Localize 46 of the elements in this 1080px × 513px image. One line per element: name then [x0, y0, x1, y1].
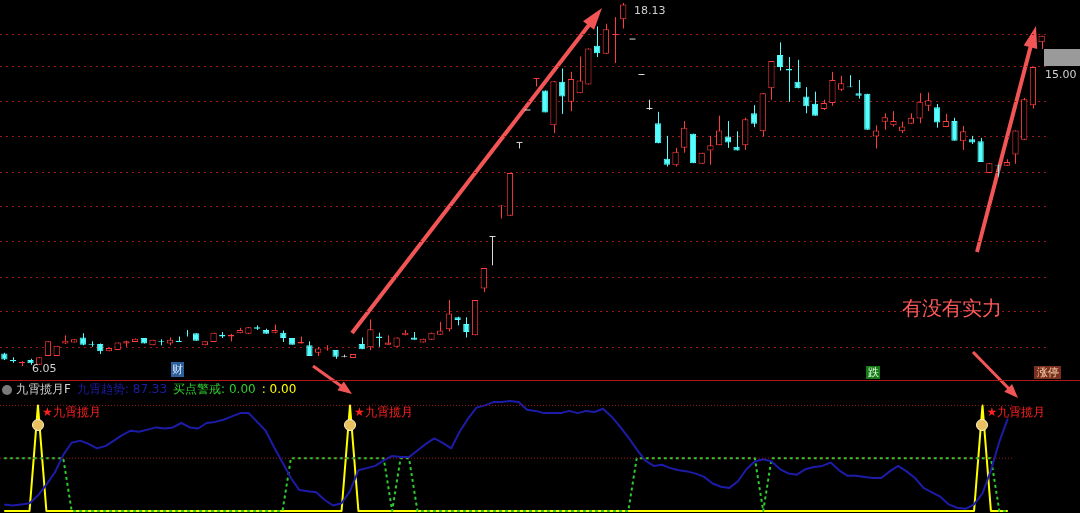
candlestick [794, 59, 801, 89]
annotation: 15.00 [1045, 67, 1077, 81]
candlestick [916, 92, 923, 124]
candlestick [489, 235, 496, 266]
candlestick [681, 120, 688, 154]
annotation: 18.13 [634, 3, 666, 17]
candlestick [855, 79, 862, 100]
candlestick [829, 71, 836, 107]
annotation: ★九霄揽月 [353, 404, 413, 419]
annotation: 6.05 [32, 361, 57, 375]
annotation: 有没有实力 [902, 296, 1002, 321]
candlestick [803, 86, 810, 114]
candlestick [707, 135, 714, 166]
candlestick [367, 318, 374, 351]
candlestick [811, 91, 819, 117]
candlestick [672, 147, 679, 167]
text: 九霄趋势: 87.33 [76, 382, 168, 397]
candlestick [463, 316, 470, 338]
text: 跌 [867, 366, 879, 380]
candlestick [750, 104, 758, 128]
candlestick [724, 120, 731, 149]
candlestick [960, 125, 967, 151]
candlestick [654, 111, 662, 144]
chart-title: 九霄揽月F [16, 382, 71, 397]
annotation: ★九霄揽月 [41, 404, 101, 419]
text: 买点警戒: 0.00 [173, 382, 256, 397]
candlestick [872, 124, 880, 149]
annotation: 财 [172, 363, 183, 377]
candlestick [777, 41, 784, 72]
candlestick [445, 299, 453, 332]
candlestick [612, 16, 619, 64]
text: : 0.00 [261, 382, 297, 397]
candlestick [663, 135, 670, 167]
candlestick [1012, 129, 1019, 165]
candlestick [977, 137, 984, 163]
candlestick [602, 23, 609, 55]
candlestick [480, 267, 487, 293]
candlestick [742, 117, 749, 151]
candlestick [646, 99, 653, 111]
candlestick [933, 103, 941, 129]
annotation: ★九霄揽月 [986, 404, 1046, 419]
candlestick [715, 115, 723, 146]
candlestick [567, 71, 575, 112]
candlestick [925, 92, 932, 112]
text: 涨停 [1036, 366, 1059, 380]
candlestick [533, 77, 540, 88]
